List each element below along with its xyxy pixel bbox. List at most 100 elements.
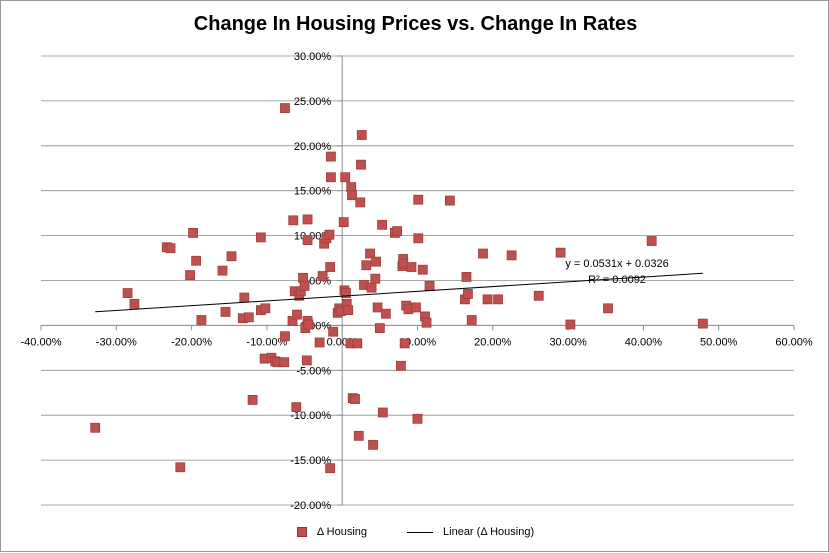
- data-point: [292, 309, 302, 320]
- data-point: [361, 260, 372, 271]
- data-point: [188, 228, 199, 238]
- data-point: [196, 315, 207, 325]
- data-point: [353, 430, 364, 441]
- data-point: [346, 182, 357, 193]
- data-point: [493, 294, 503, 305]
- data-point: [377, 219, 388, 230]
- data-point: [372, 302, 383, 313]
- data-point: [374, 323, 385, 333]
- data-point: [343, 305, 354, 316]
- data-point: [352, 338, 363, 349]
- y-tick-label: -20.00%: [290, 500, 331, 512]
- data-point: [368, 439, 378, 450]
- gridlines: [41, 55, 794, 506]
- trendline-r-squared: R² = 0.0092: [588, 274, 646, 286]
- x-tick-label: -40.00%: [21, 336, 62, 348]
- data-point: [299, 280, 310, 291]
- data-point: [466, 315, 477, 325]
- y-tick-label: 15.00%: [294, 186, 332, 198]
- data-point: [413, 233, 424, 244]
- y-tick-labels: -20.00%-15.00%-10.00%-5.00%0.00%5.00%10.…: [290, 51, 331, 512]
- data-point: [338, 217, 349, 228]
- data-point: [226, 251, 237, 262]
- data-point: [533, 290, 544, 301]
- data-point: [356, 159, 366, 170]
- data-point: [165, 243, 176, 254]
- data-point: [417, 264, 428, 275]
- x-tick-label: -20.00%: [171, 336, 212, 348]
- data-point: [191, 255, 202, 266]
- x-tick-label: 30.00%: [549, 336, 587, 348]
- data-point: [396, 360, 406, 371]
- data-point: [90, 422, 101, 433]
- data-point: [413, 194, 424, 205]
- data-point: [365, 248, 375, 259]
- data-point: [302, 235, 313, 245]
- legend-line-icon: [407, 531, 434, 533]
- x-tick-label: 40.00%: [625, 336, 663, 348]
- data-point: [217, 265, 228, 276]
- data-point: [697, 318, 708, 329]
- data-point: [377, 407, 388, 418]
- data-point: [129, 298, 140, 309]
- data-point: [555, 247, 566, 258]
- y-tick-label: 20.00%: [294, 141, 332, 153]
- legend-marker-square-icon: [296, 527, 307, 537]
- y-tick-label: 25.00%: [294, 96, 332, 108]
- data-point: [506, 250, 517, 261]
- data-point: [412, 413, 423, 424]
- data-point: [220, 307, 231, 317]
- data-point: [482, 294, 493, 305]
- data-point: [324, 229, 335, 240]
- data-point: [421, 317, 432, 328]
- legend-label-linear: Linear (Δ Housing): [443, 526, 535, 538]
- data-point: [328, 326, 339, 337]
- data-point: [302, 214, 313, 225]
- data-point: [243, 312, 254, 323]
- legend: Δ Housing Linear (Δ Housing): [1, 521, 829, 543]
- data-point: [356, 130, 367, 140]
- data-point: [325, 262, 336, 272]
- data-point: [280, 103, 290, 113]
- axes: [40, 55, 795, 506]
- x-tick-label: 20.00%: [474, 336, 512, 348]
- chart-title: Change In Housing Prices vs. Change In R…: [193, 13, 638, 35]
- data-point: [478, 248, 488, 259]
- data-point: [279, 357, 290, 368]
- x-tick-labels: -40.00% -30.00% -20.00% -10.00% 0.00% 10.00% 2…: [21, 336, 813, 348]
- data-point: [347, 190, 357, 201]
- data-point: [260, 303, 271, 314]
- data-point: [355, 197, 366, 208]
- legend-item-linear: Linear (Δ Housing): [407, 526, 534, 538]
- data-point: [255, 232, 266, 243]
- data-point: [399, 338, 410, 349]
- y-tick-label: -15.00%: [290, 455, 331, 467]
- data-point: [371, 256, 381, 267]
- data-point: [239, 292, 250, 303]
- data-point: [411, 302, 421, 313]
- data-point: [463, 289, 473, 299]
- data-point: [366, 282, 377, 293]
- data-point: [291, 402, 302, 413]
- data-point: [280, 331, 290, 342]
- data-point: [325, 463, 336, 474]
- data-point: [444, 195, 455, 206]
- legend-label-housing: Δ Housing: [316, 526, 368, 538]
- data-point: [392, 226, 403, 237]
- legend-item-housing: Δ Housing: [296, 526, 368, 538]
- y-tick-label: -5.00%: [296, 365, 331, 377]
- data-point: [326, 151, 336, 162]
- x-tick-label: 60.00%: [775, 336, 813, 348]
- data-point: [340, 172, 351, 183]
- trendline: [95, 272, 703, 313]
- data-point: [406, 262, 417, 272]
- data-point: [424, 280, 435, 291]
- data-point: [288, 215, 299, 226]
- data-points: [90, 103, 708, 474]
- data-point: [247, 395, 258, 405]
- x-tick-label: -10.00%: [246, 336, 287, 348]
- data-point: [317, 271, 328, 281]
- data-point: [461, 272, 472, 282]
- data-point: [603, 303, 613, 314]
- data-point: [298, 272, 308, 283]
